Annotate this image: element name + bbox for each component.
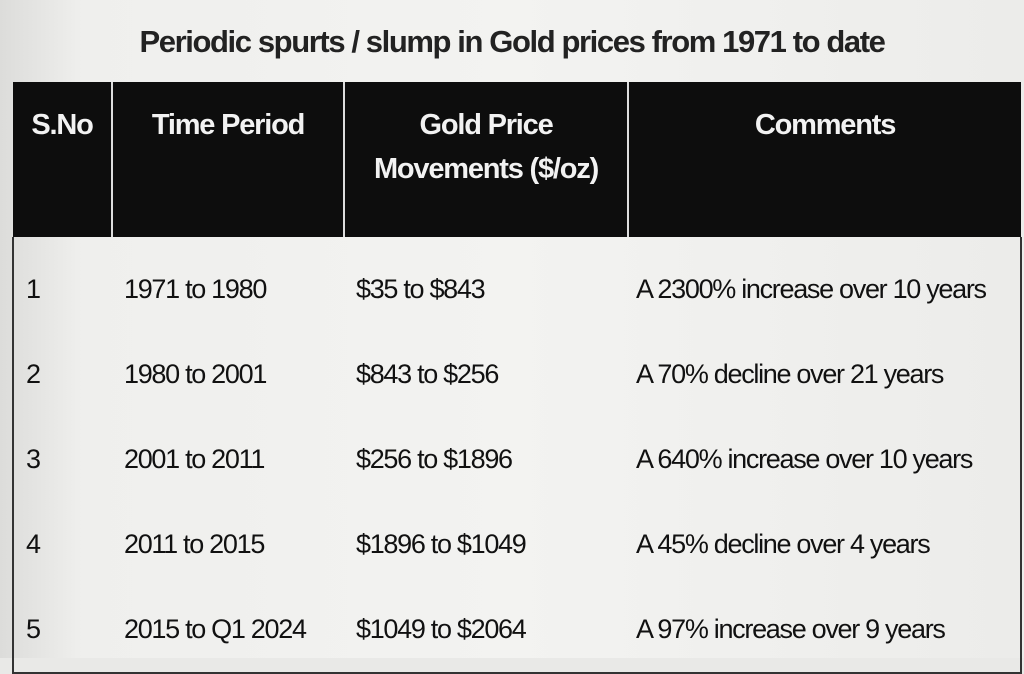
movement-text: $843 to $256 xyxy=(356,359,499,389)
cell-sno: 1 xyxy=(12,237,112,332)
cell-movement: $256 to $1896 xyxy=(344,417,628,502)
cell-comment: A 97% increase over 9 years xyxy=(628,587,1022,674)
sno-text: 3 xyxy=(26,444,41,474)
cell-comment: A 70% decline over 21 years xyxy=(628,332,1022,417)
cell-period: 2011 to 2015 xyxy=(112,502,344,587)
header-time-period-text: Time Period xyxy=(151,109,305,141)
cell-comment: A 640% increase over 10 years xyxy=(628,417,1022,502)
table-row: 2 1980 to 2001 $843 to $256 A 70% decline o… xyxy=(12,332,1022,417)
header-gold-price-text: Gold Price xyxy=(419,109,553,141)
cell-period: 1971 to 1980 xyxy=(112,237,344,332)
cell-comment: A 2300% increase over 10 years xyxy=(628,237,1022,332)
header-sno: S.No xyxy=(13,82,112,237)
page-title: Periodic spurts / slump in Gold prices f… xyxy=(139,24,885,59)
cell-sno: 5 xyxy=(12,587,112,674)
period-text: 1980 to 2001 xyxy=(124,359,267,389)
header-time-period: Time Period xyxy=(111,82,344,237)
header-gold-price: Gold Price Movements ($/oz) xyxy=(343,82,628,237)
header-comments-text: Comments xyxy=(754,109,896,141)
table-row: 1 1971 to 1980 $35 to $843 A 2300% increase… xyxy=(12,237,1022,332)
comment-text: A 97% increase over 9 years xyxy=(636,614,946,644)
period-text: 2015 to Q1 2024 xyxy=(124,614,307,644)
movement-text: $1896 to $1049 xyxy=(356,529,527,559)
table-row: 4 2011 to 2015 $1896 to $1049 A 45% decline… xyxy=(12,502,1022,587)
period-text: 2011 to 2015 xyxy=(124,529,265,559)
movement-text: $1049 to $2064 xyxy=(356,614,527,644)
sno-text: 1 xyxy=(26,274,41,304)
cell-sno: 3 xyxy=(12,417,112,502)
period-text: 2001 to 2011 xyxy=(124,444,265,474)
cell-movement: $35 to $843 xyxy=(344,237,628,332)
movement-text: $256 to $1896 xyxy=(356,444,513,474)
cell-comment: A 45% decline over 4 years xyxy=(628,502,1022,587)
cell-movement: $1049 to $2064 xyxy=(344,587,628,674)
cell-period: 2001 to 2011 xyxy=(112,417,344,502)
cell-sno: 4 xyxy=(12,502,112,587)
cell-period: 1980 to 2001 xyxy=(112,332,344,417)
period-text: 1971 to 1980 xyxy=(124,274,267,304)
cell-period: 2015 to Q1 2024 xyxy=(112,587,344,674)
movement-text: $35 to $843 xyxy=(356,274,486,304)
table-row: 5 2015 to Q1 2024 $1049 to $2064 A 97% incr… xyxy=(12,587,1022,674)
cell-movement: $843 to $256 xyxy=(344,332,628,417)
table-header-row: S.No Time Period Gold Price Movements ($/… xyxy=(13,82,1021,237)
header-comments: Comments xyxy=(627,82,1021,237)
sno-text: 2 xyxy=(26,359,41,389)
gold-price-table: S.No Time Period Gold Price Movements ($/… xyxy=(12,82,1022,674)
cell-sno: 2 xyxy=(12,332,112,417)
comment-text: A 45% decline over 4 years xyxy=(636,529,931,559)
comment-text: A 2300% increase over 10 years xyxy=(636,274,987,304)
table-row: 3 2001 to 2011 $256 to $1896 A 640% increas… xyxy=(12,417,1022,502)
cell-movement: $1896 to $1049 xyxy=(344,502,628,587)
comment-text: A 640% increase over 10 years xyxy=(636,444,973,474)
comment-text: A 70% decline over 21 years xyxy=(636,359,944,389)
header-sno-text: S.No xyxy=(31,109,93,141)
sno-text: 4 xyxy=(26,529,41,559)
header-movements-text: Movements ($/oz) xyxy=(373,152,599,185)
sno-text: 5 xyxy=(26,614,41,644)
